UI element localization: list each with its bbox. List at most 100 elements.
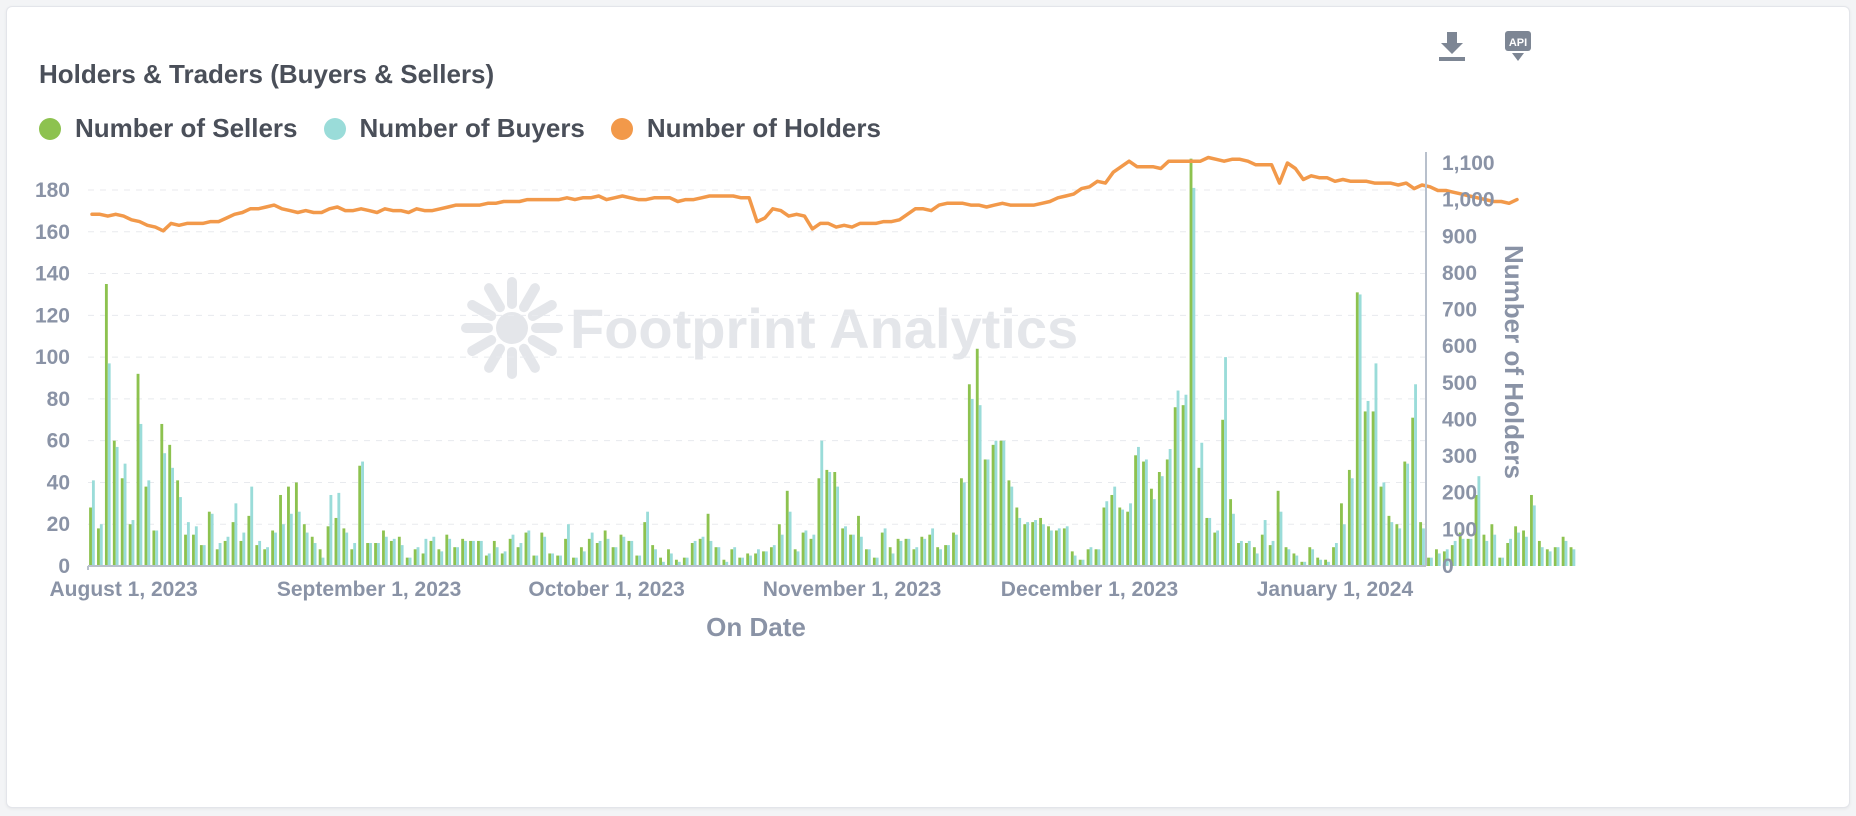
buyer-bar xyxy=(471,540,475,566)
buyer-bar xyxy=(361,461,364,566)
seller-bar xyxy=(785,490,789,566)
buyer-bar xyxy=(939,549,942,566)
buyer-bar xyxy=(448,538,452,566)
buyer-bar xyxy=(1437,553,1441,566)
chart-bars xyxy=(89,158,1576,566)
seller-bar xyxy=(1110,494,1114,566)
seller-bar xyxy=(508,538,512,566)
seller-bar xyxy=(825,469,829,566)
buyer-bar xyxy=(749,555,752,566)
buyer-bar xyxy=(376,543,380,566)
buyer-bar xyxy=(258,540,262,566)
holders-line xyxy=(90,155,1519,233)
seller-bar xyxy=(532,555,536,566)
buyer-bar xyxy=(1303,561,1307,566)
seller-bar xyxy=(1229,499,1233,566)
seller-bar xyxy=(801,532,805,566)
x-tick-label: October 1, 2023 xyxy=(528,578,684,601)
buyer-bar xyxy=(1065,526,1069,566)
buyer-bar xyxy=(947,545,950,566)
seller-bar xyxy=(152,530,156,566)
seller-bar xyxy=(1379,486,1383,566)
buyer-bar xyxy=(630,540,634,566)
download-icon xyxy=(1439,32,1465,61)
buyer-bar xyxy=(725,561,729,566)
buyer-bar xyxy=(867,549,871,566)
buyer-bar xyxy=(1540,547,1544,566)
buyer-bar xyxy=(1572,549,1576,566)
seller-bar xyxy=(944,545,948,566)
buyer-bar xyxy=(970,398,974,566)
seller-bar xyxy=(1347,469,1351,566)
seller-bar xyxy=(714,547,718,566)
buyer-bar xyxy=(1524,536,1528,566)
seller-bar xyxy=(1553,547,1557,566)
seller-bar xyxy=(999,440,1003,566)
seller-bar xyxy=(1031,522,1035,566)
seller-bar xyxy=(294,482,298,566)
buyer-bar xyxy=(1144,459,1148,566)
download-button[interactable] xyxy=(1435,29,1469,63)
seller-bar xyxy=(722,559,726,566)
buyer-bar xyxy=(1398,528,1402,566)
buyer-bar xyxy=(701,536,705,566)
y-right-tick-label: 900 xyxy=(1442,225,1477,248)
buyer-bar xyxy=(139,423,143,566)
seller-bar xyxy=(1395,524,1399,566)
buyer-bar xyxy=(99,524,103,566)
buyer-bar xyxy=(337,492,341,566)
buyer-bar xyxy=(1445,549,1449,566)
legend-item-sellers[interactable]: Number of Sellers xyxy=(39,113,298,144)
buyer-bar xyxy=(1113,486,1117,566)
seller-bar xyxy=(1173,407,1177,566)
buyer-bar xyxy=(931,528,935,566)
seller-bar xyxy=(1102,507,1106,566)
buyer-bar xyxy=(1564,540,1568,566)
y-left-tick-label: 140 xyxy=(35,263,70,286)
buyer-bar xyxy=(1057,528,1061,566)
buyer-bar xyxy=(574,557,578,566)
seller-bar xyxy=(413,549,417,566)
buyer-bar xyxy=(1271,540,1275,566)
buyer-bar xyxy=(661,561,665,566)
api-button[interactable]: API xyxy=(1501,29,1535,63)
buyer-bar xyxy=(495,547,499,566)
seller-bar xyxy=(1268,545,1272,566)
seller-bar xyxy=(437,549,441,566)
buyer-bar xyxy=(1350,478,1354,566)
legend-dot-sellers xyxy=(39,117,61,140)
y-right-tick-label: 700 xyxy=(1442,299,1477,322)
seller-bar xyxy=(936,547,940,566)
buyer-bar xyxy=(274,532,277,566)
buyer-bar xyxy=(804,530,808,566)
buyer-bar xyxy=(440,551,444,566)
watermark-ray xyxy=(467,335,497,356)
buyer-bar xyxy=(1137,446,1140,566)
seller-bar xyxy=(959,478,963,566)
seller-bar xyxy=(667,549,670,566)
seller-bar xyxy=(1435,549,1438,566)
buyer-bar xyxy=(1429,557,1433,566)
seller-bar xyxy=(318,549,322,566)
legend: Number of Sellers Number of Buyers Numbe… xyxy=(39,113,907,144)
buyer-bar xyxy=(796,551,800,566)
seller-bar xyxy=(1181,405,1185,566)
buyer-bar xyxy=(1548,551,1552,566)
seller-bar xyxy=(1221,419,1225,566)
watermark-ray xyxy=(527,300,557,321)
seller-bar xyxy=(817,478,821,566)
y-left-tick-label: 120 xyxy=(35,304,70,327)
legend-item-buyers[interactable]: Number of Buyers xyxy=(323,113,585,144)
watermark-ray xyxy=(519,343,540,373)
buyer-bar xyxy=(654,549,657,566)
seller-bar xyxy=(255,545,259,566)
legend-item-holders[interactable]: Number of Holders xyxy=(610,113,881,144)
seller-bar xyxy=(1015,507,1019,566)
buyer-bar xyxy=(907,538,911,566)
seller-bar xyxy=(991,444,995,566)
buyer-bar xyxy=(424,538,428,566)
seller-bar xyxy=(1094,549,1098,566)
y-right-tick-label: 300 xyxy=(1442,445,1477,468)
buyer-bar xyxy=(598,540,602,566)
seller-bar xyxy=(366,543,370,566)
